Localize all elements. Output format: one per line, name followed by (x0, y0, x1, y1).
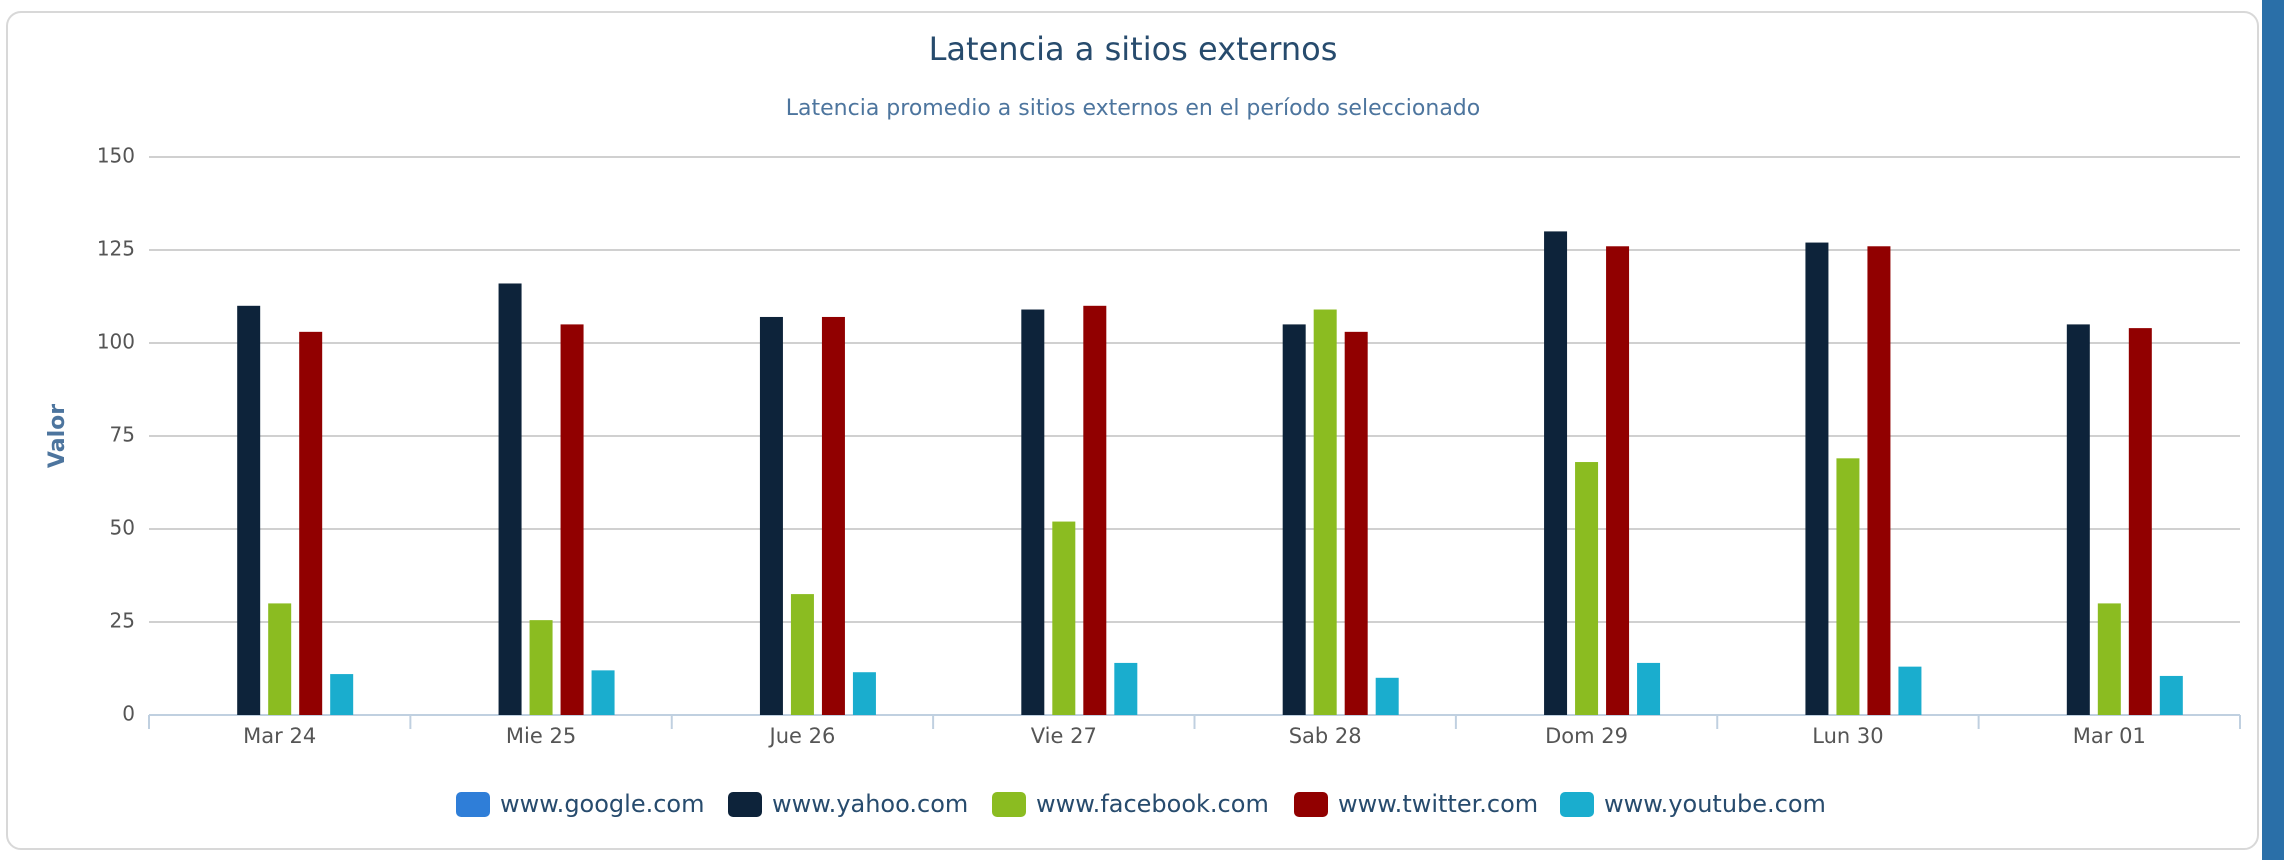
bar (1836, 458, 1860, 715)
side-strip (2262, 0, 2284, 860)
bar (2097, 603, 2121, 715)
legend-swatch[interactable] (992, 792, 1026, 817)
bar (1344, 331, 1368, 715)
bar (1606, 246, 1630, 715)
chart-title: Latencia a sitios externos (929, 30, 1338, 68)
bar (790, 594, 814, 715)
bar (1575, 462, 1599, 715)
x-tick-label: Lun 30 (1812, 724, 1883, 748)
x-tick-label: Dom 29 (1545, 724, 1628, 748)
x-tick-label: Jue 26 (768, 724, 836, 748)
bar (560, 324, 584, 715)
bar (1083, 305, 1107, 715)
bar (1114, 662, 1138, 715)
bar (330, 674, 354, 715)
bar (1805, 242, 1829, 715)
bar (268, 603, 292, 715)
legend-label[interactable]: www.facebook.com (1036, 790, 1269, 818)
legend-swatch[interactable] (1294, 792, 1328, 817)
legend-label[interactable]: www.yahoo.com (772, 790, 968, 818)
bar (821, 316, 845, 715)
y-tick-label: 125 (97, 237, 135, 261)
bar (498, 283, 522, 715)
bar (1375, 677, 1399, 715)
y-tick-label: 150 (97, 144, 135, 168)
bar (1282, 324, 1306, 715)
bar (529, 620, 553, 715)
bar (1867, 246, 1891, 715)
y-axis-label: Valor (45, 404, 70, 468)
bar (759, 316, 783, 715)
bar (2159, 675, 2183, 715)
bar (1637, 662, 1661, 715)
legend-swatch[interactable] (1560, 792, 1594, 817)
bar (2128, 328, 2152, 715)
x-tick-label: Sab 28 (1289, 724, 1362, 748)
y-tick-label: 50 (110, 516, 135, 540)
bar (1021, 309, 1045, 715)
bar (299, 331, 323, 715)
bar (1898, 666, 1922, 715)
legend-label[interactable]: www.google.com (500, 790, 704, 818)
y-tick-label: 75 (110, 423, 135, 447)
legend-label[interactable]: www.twitter.com (1338, 790, 1538, 818)
legend-swatch[interactable] (456, 792, 490, 817)
bar (1052, 521, 1076, 715)
bar (237, 305, 261, 715)
x-tick-label: Mar 24 (243, 724, 316, 748)
y-tick-label: 100 (97, 330, 135, 354)
chart-subtitle: Latencia promedio a sitios externos en e… (786, 96, 1480, 121)
y-tick-label: 0 (122, 702, 135, 726)
bar (591, 670, 615, 715)
bar (1544, 231, 1568, 715)
bar (2066, 324, 2090, 715)
x-tick-label: Mie 25 (506, 724, 576, 748)
y-tick-label: 25 (110, 609, 135, 633)
legend-swatch[interactable] (728, 792, 762, 817)
legend-label[interactable]: www.youtube.com (1604, 790, 1826, 818)
x-tick-label: Mar 01 (2073, 724, 2146, 748)
chart-card (6, 11, 2259, 850)
bar (852, 672, 876, 715)
x-tick-label: Vie 27 (1031, 724, 1097, 748)
bar (1313, 309, 1337, 715)
